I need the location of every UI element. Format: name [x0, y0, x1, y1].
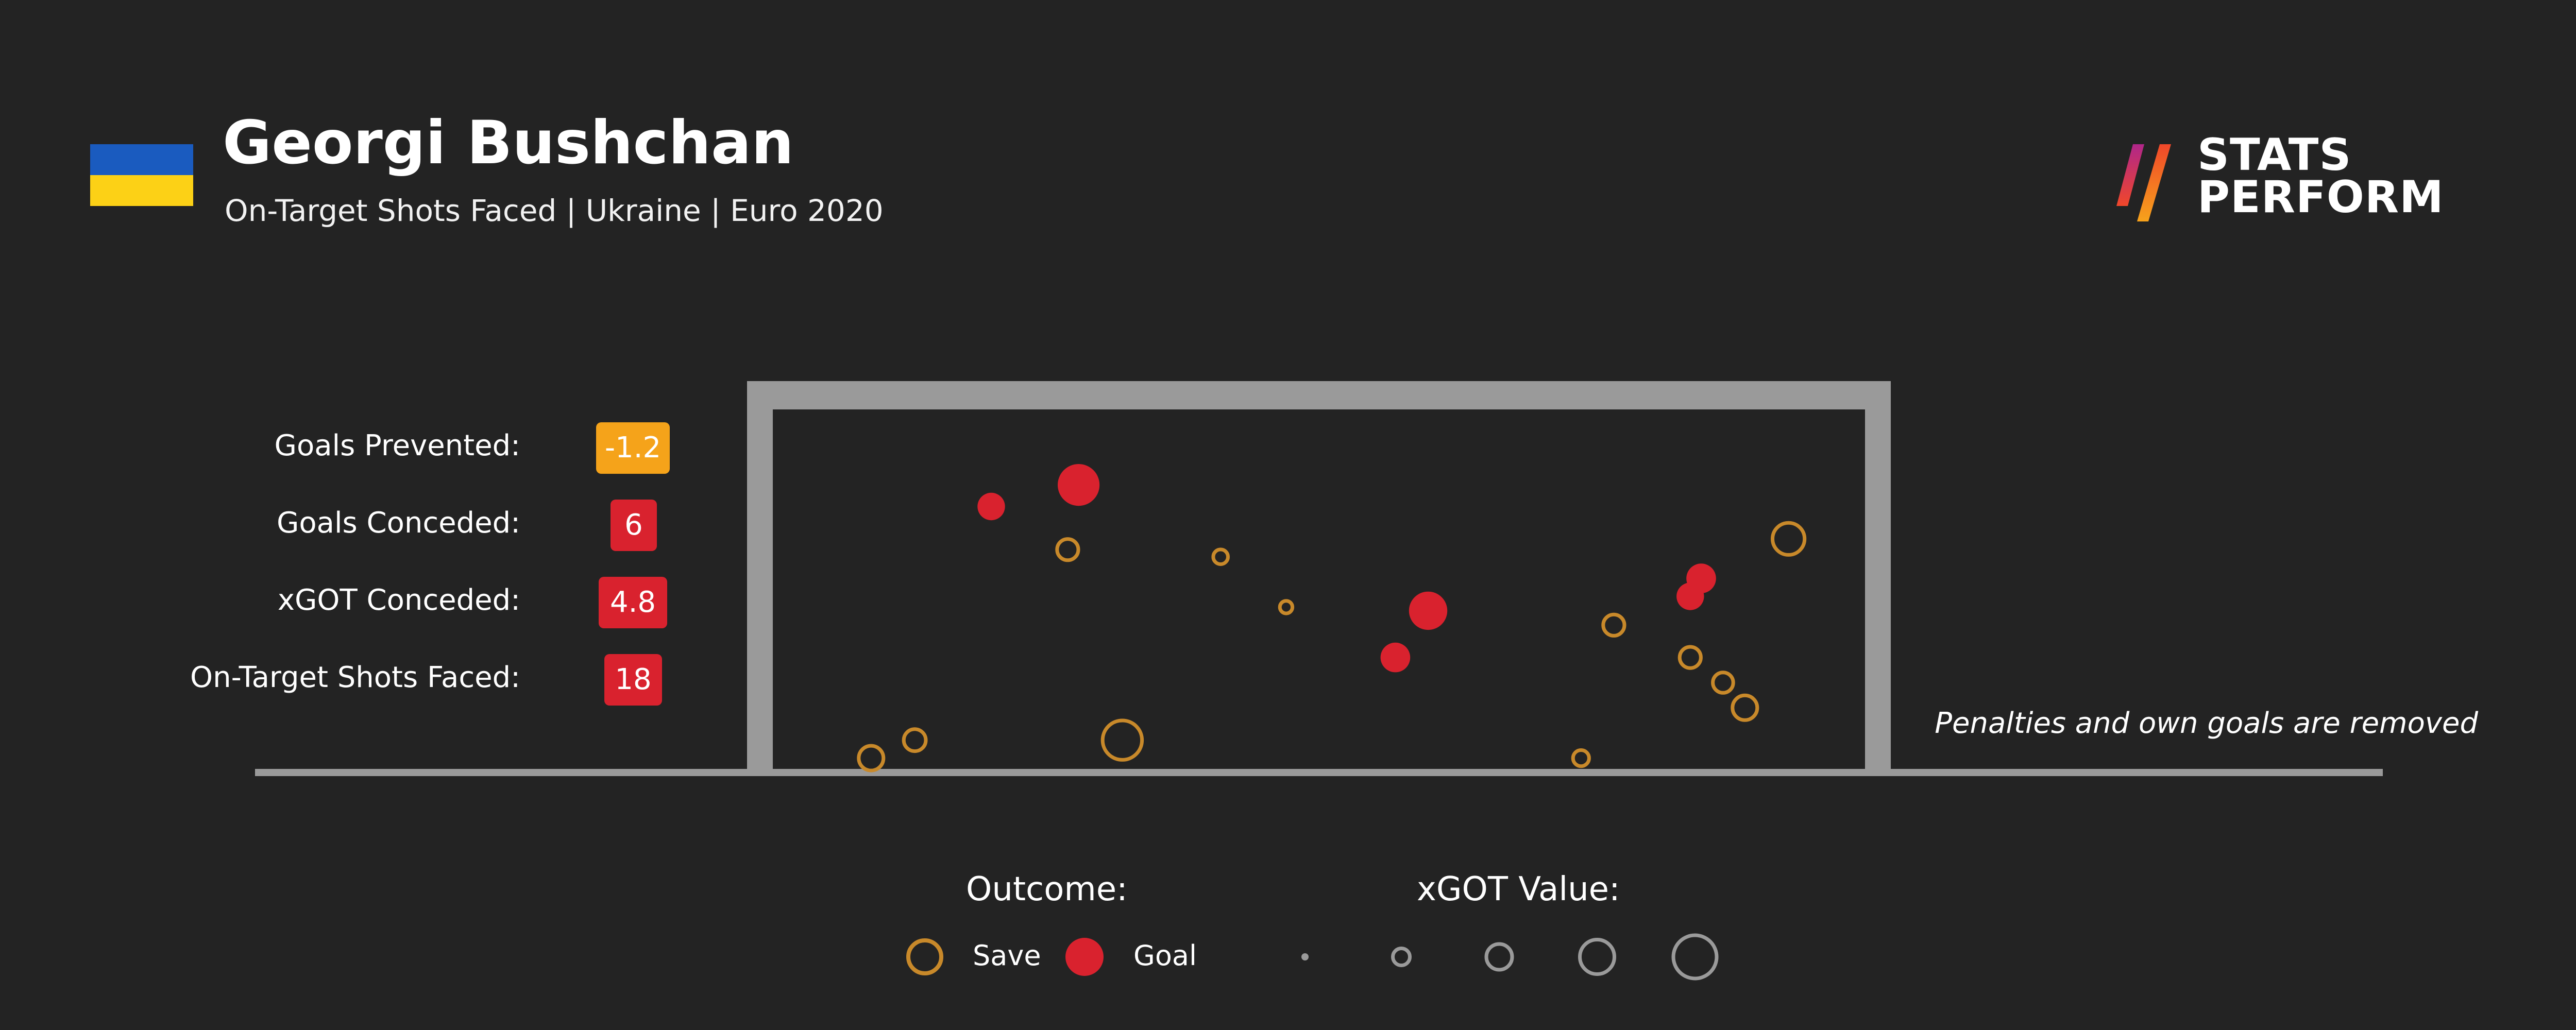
goals-prevented-badge: -1.2: [596, 422, 670, 474]
legend-save-marker: [906, 938, 943, 975]
shots-faced-label: On-Target Shots Faced:: [190, 661, 520, 694]
goals-conceded-badge: 6: [611, 500, 657, 551]
legend-save-label: Save: [973, 939, 1041, 972]
shot-save-marker: [1211, 547, 1230, 566]
legend-goal-marker: [1065, 938, 1104, 976]
shot-goal-marker: [1409, 591, 1448, 630]
goals-conceded-label: Goals Conceded:: [276, 506, 520, 540]
shot-goal-marker: [1380, 642, 1411, 673]
chart-title: Georgi Bushchan: [223, 108, 794, 178]
legend-size-marker: [1484, 942, 1514, 972]
ukraine-flag-icon: [90, 144, 193, 206]
footnote: Penalties and own goals are removed: [1935, 707, 2478, 740]
shot-save-marker: [1731, 693, 1759, 722]
flag-blue-stripe: [90, 144, 193, 175]
shot-save-marker: [902, 727, 928, 753]
logo-line-2: PERFORM: [2197, 171, 2444, 223]
shot-save-marker: [1771, 521, 1807, 557]
legend-size-markers: [1301, 933, 1719, 981]
right-post: [1865, 381, 1891, 772]
shot-save-marker: [1677, 645, 1703, 670]
shot-save-marker: [1100, 718, 1144, 762]
logo-line-1: STATS: [2197, 129, 2352, 181]
chart-subtitle: On-Target Shots Faced | Ukraine | Euro 2…: [225, 193, 884, 228]
legend-size-marker: [1578, 938, 1616, 976]
shot-save-marker: [1278, 599, 1295, 615]
logo-text: STATS PERFORM: [2197, 129, 2444, 223]
shot-save-marker: [857, 744, 886, 772]
legend-goal-label: Goal: [1133, 939, 1197, 972]
logo-slashes-icon: [2116, 144, 2171, 221]
shot-goal-marker: [977, 492, 1005, 521]
xgot-conceded-badge: 4.8: [599, 577, 667, 628]
flag-yellow-stripe: [90, 175, 193, 206]
shots-layer: [857, 464, 1807, 772]
shots-faced-badge: 18: [604, 654, 662, 706]
xgot-conceded-label: xGOT Conceded:: [277, 583, 520, 617]
legend-size-marker: [1671, 933, 1719, 981]
shot-save-marker: [1571, 748, 1591, 768]
shot-goal-marker: [1676, 582, 1704, 610]
legend-size-marker: [1301, 953, 1309, 960]
ground-line: [255, 769, 2383, 776]
shot-save-marker: [1055, 537, 1080, 562]
crossbar: [747, 381, 1891, 409]
shot-goal-marker: [1058, 464, 1100, 506]
legend-outcome-title: Outcome:: [966, 870, 1128, 908]
shot-save-marker: [1711, 671, 1735, 695]
legend-size-marker: [1391, 947, 1412, 967]
stats-perform-logo: STATS PERFORM: [2112, 133, 2444, 227]
goals-prevented-label: Goals Prevented:: [274, 429, 520, 462]
legend-xgot-title: xGOT Value:: [1417, 870, 1620, 908]
left-post: [747, 381, 773, 772]
shot-save-marker: [1601, 612, 1626, 638]
